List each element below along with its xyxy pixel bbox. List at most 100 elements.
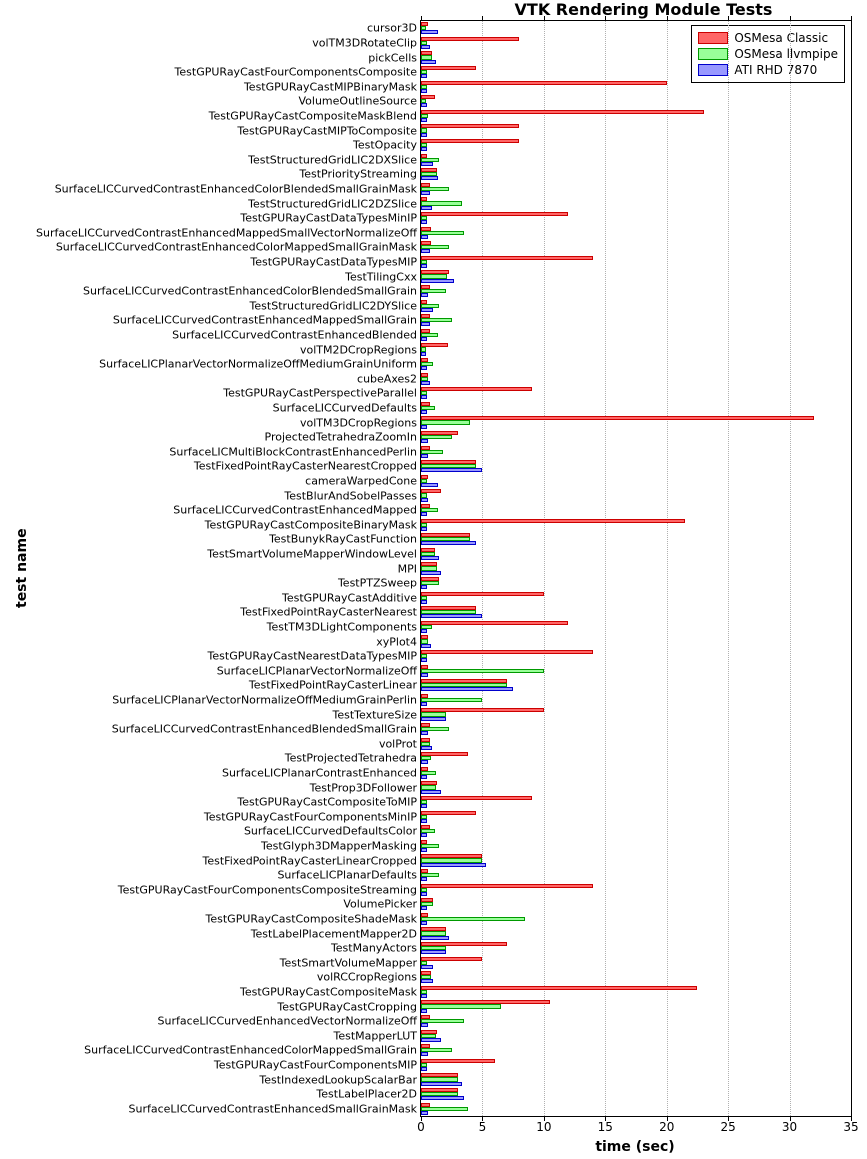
ytick-label: TestGPURayCastMIPBinaryMask	[244, 80, 421, 93]
bar-ati	[421, 512, 427, 516]
legend-item: OSMesa llvmpipe	[698, 46, 838, 62]
bar-classic	[421, 796, 532, 800]
ytick-label: volTM2DCropRegions	[300, 343, 421, 356]
ytick-label: TestGlyph3DMapperMasking	[261, 839, 421, 852]
bar-ati	[421, 1023, 428, 1027]
bar-classic	[421, 884, 593, 888]
xtick-label: 20	[659, 1116, 674, 1134]
ytick-label: TestGPURayCastFourComponentsMinIP	[204, 810, 421, 823]
legend-item: ATI RHD 7870	[698, 62, 838, 78]
bar-ati	[421, 147, 427, 151]
ytick-label: SurfaceLICPlanarVectorNormalizeOffMedium…	[112, 693, 421, 706]
grid-line	[728, 21, 729, 1116]
xtick-mark	[667, 16, 668, 21]
bar-classic	[421, 1059, 495, 1063]
bar-ati	[421, 950, 446, 954]
bar-ati	[421, 1067, 427, 1071]
ytick-label: TestPriorityStreaming	[299, 168, 421, 181]
ytick-label: cursor3D	[367, 22, 421, 35]
ytick-label: TestGPURayCastFourComponentsCompositeStr…	[118, 883, 421, 896]
ytick-label: TestStructuredGridLIC2DXSlice	[248, 153, 421, 166]
bar-ati	[421, 337, 427, 341]
bar-ati	[421, 921, 427, 925]
bar-ati	[421, 702, 427, 706]
bar-classic	[421, 110, 704, 114]
bar-ati	[421, 717, 446, 721]
legend: OSMesa ClassicOSMesa llvmpipeATI RHD 787…	[691, 25, 845, 83]
bar-ati	[421, 425, 427, 429]
grid-line	[790, 21, 791, 1116]
bar-ati	[421, 644, 431, 648]
bar-classic	[421, 986, 697, 990]
bar-ati	[421, 45, 430, 49]
ytick-label: TestGPURayCastCompositeBinaryMask	[205, 518, 421, 531]
ytick-label: volProt	[379, 737, 421, 750]
bar-classic	[421, 650, 593, 654]
bar-ati	[421, 89, 427, 93]
xtick-mark	[790, 16, 791, 21]
bar-ati	[421, 235, 428, 239]
bar-ati	[421, 731, 428, 735]
bar-ati	[421, 673, 428, 677]
chart-title: VTK Rendering Module Tests	[420, 0, 867, 19]
bar-llvmpipe	[421, 420, 470, 424]
ytick-label: xyPlot4	[376, 635, 421, 648]
ytick-label: TestGPURayCastFourComponentsMIP	[214, 1058, 421, 1071]
ytick-label: TestFixedPointRayCasterLinearCropped	[203, 854, 421, 867]
ytick-label: TestStructuredGridLIC2DYSlice	[250, 299, 421, 312]
ytick-label: SurfaceLICCurvedContrastEnhancedMappedSm…	[113, 314, 421, 327]
ytick-label: volTM3DRotateClip	[312, 36, 421, 49]
xtick-mark	[421, 16, 422, 21]
bar-ati	[421, 687, 513, 691]
ytick-label: TestPTZSweep	[338, 577, 421, 590]
ytick-label: VolumePicker	[343, 898, 421, 911]
bar-ati	[421, 556, 439, 560]
xtick-mark	[605, 16, 606, 21]
bar-ati	[421, 804, 427, 808]
bar-llvmpipe	[421, 1004, 501, 1008]
bar-ati	[421, 775, 427, 779]
legend-label: ATI RHD 7870	[734, 63, 817, 77]
bar-ati	[421, 293, 428, 297]
bar-classic	[421, 139, 519, 143]
bar-ati	[421, 308, 433, 312]
bar-ati	[421, 1009, 427, 1013]
ytick-label: SurfaceLICCurvedContrastEnhancedColorBle…	[55, 182, 421, 195]
ytick-label: volRCCropRegions	[317, 971, 421, 984]
bar-classic	[421, 256, 593, 260]
legend-label: OSMesa llvmpipe	[734, 47, 838, 61]
xtick-label: 5	[479, 1116, 487, 1134]
bar-ati	[421, 439, 428, 443]
bar-ati	[421, 191, 430, 195]
ytick-label: TestGPURayCastMIPToComposite	[237, 124, 421, 137]
grid-line	[605, 21, 606, 1116]
bar-ati	[421, 410, 427, 414]
xtick-mark	[728, 16, 729, 21]
bar-classic	[421, 957, 482, 961]
bar-ati	[421, 629, 427, 633]
bar-classic	[421, 416, 814, 420]
bar-ati	[421, 760, 428, 764]
bar-ati	[421, 118, 427, 122]
ytick-label: TestGPURayCastDataTypesMIP	[250, 255, 421, 268]
ytick-label: SurfaceLICMultiBlockContrastEnhancedPerl…	[169, 445, 421, 458]
bar-ati	[421, 658, 427, 662]
ytick-label: TestIndexedLookupScalarBar	[259, 1073, 421, 1086]
legend-swatch	[698, 32, 728, 44]
bar-ati	[421, 483, 438, 487]
ytick-label: cameraWarpedCone	[305, 474, 421, 487]
bar-ati	[421, 906, 427, 910]
bar-ati	[421, 498, 428, 502]
ytick-label: TestLabelPlacer2D	[316, 1088, 421, 1101]
ytick-label: TestTM3DLightComponents	[267, 620, 421, 633]
ytick-label: SurfaceLICCurvedContrastEnhancedSmallGra…	[129, 1102, 422, 1115]
ytick-label: VolumeOutlineSource	[299, 95, 422, 108]
xtick-label: 0	[417, 1116, 425, 1134]
ytick-label: SurfaceLICCurvedContrastEnhancedColorBle…	[83, 285, 421, 298]
ytick-label: TestGPURayCastPerspectiveParallel	[223, 387, 421, 400]
bar-ati	[421, 863, 486, 867]
bar-ati	[421, 352, 426, 356]
ytick-label: TestGPURayCastAdditive	[282, 591, 421, 604]
xtick-mark	[482, 16, 483, 21]
bar-ati	[421, 819, 427, 823]
